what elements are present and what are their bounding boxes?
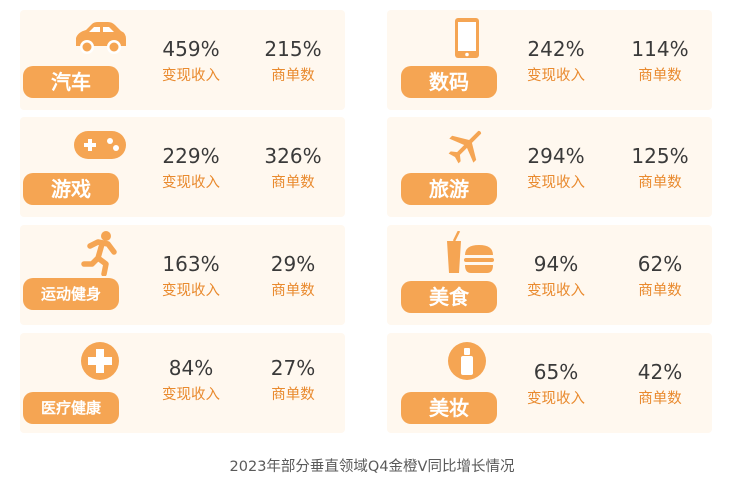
food-drink-icon [435, 227, 499, 279]
revenue-label: 变现收入 [527, 68, 585, 84]
revenue-value: 94% [533, 252, 579, 276]
orders-stat: 62% 商单数 [620, 251, 700, 301]
orders-label: 商单数 [271, 283, 315, 299]
revenue-stat: 163% 变现收入 [151, 251, 231, 301]
orders-label: 商单数 [638, 283, 682, 299]
orders-value: 125% [631, 144, 689, 168]
running-person-icon [68, 227, 132, 279]
category-pill: 医疗健康 [23, 392, 119, 424]
category-card-game: 游戏 229% 变现收入 326% 商单数 [20, 117, 345, 217]
revenue-value: 242% [527, 37, 585, 61]
revenue-label: 变现收入 [162, 283, 220, 299]
category-card-fitness: 运动健身 163% 变现收入 29% 商单数 [20, 225, 345, 325]
orders-label: 商单数 [271, 175, 315, 191]
airplane-icon [435, 119, 499, 171]
revenue-value: 294% [527, 144, 585, 168]
category-pill: 数码 [401, 66, 497, 98]
orders-stat: 326% 商单数 [253, 143, 333, 193]
orders-label: 商单数 [271, 387, 315, 403]
car-icon [68, 12, 132, 64]
orders-value: 29% [270, 252, 316, 276]
orders-value: 114% [631, 37, 689, 61]
revenue-stat: 229% 变现收入 [151, 143, 231, 193]
category-pill: 美妆 [401, 392, 497, 424]
revenue-stat: 94% 变现收入 [516, 251, 596, 301]
orders-value: 42% [637, 360, 683, 384]
category-card-medical: 医疗健康 84% 变现收入 27% 商单数 [20, 333, 345, 433]
orders-stat: 125% 商单数 [620, 143, 700, 193]
revenue-value: 65% [533, 360, 579, 384]
revenue-label: 变现收入 [527, 175, 585, 191]
revenue-value: 229% [162, 144, 220, 168]
cosmetic-bottle-icon [435, 335, 499, 387]
revenue-label: 变现收入 [162, 175, 220, 191]
orders-stat: 27% 商单数 [253, 355, 333, 405]
orders-label: 商单数 [638, 391, 682, 407]
chart-caption: 2023年部分垂直领域Q4金橙V同比增长情况 [229, 459, 515, 475]
revenue-label: 变现收入 [162, 68, 220, 84]
category-pill: 汽车 [23, 66, 119, 98]
orders-stat: 29% 商单数 [253, 251, 333, 301]
gamepad-icon [68, 119, 132, 171]
medical-cross-icon [68, 335, 132, 387]
smartphone-icon [435, 12, 499, 64]
revenue-value: 459% [162, 37, 220, 61]
revenue-stat: 242% 变现收入 [516, 36, 596, 86]
orders-stat: 215% 商单数 [253, 36, 333, 86]
revenue-value: 163% [162, 252, 220, 276]
orders-label: 商单数 [638, 68, 682, 84]
category-card-travel: 旅游 294% 变现收入 125% 商单数 [387, 117, 712, 217]
revenue-stat: 65% 变现收入 [516, 359, 596, 409]
orders-label: 商单数 [638, 175, 682, 191]
revenue-label: 变现收入 [527, 391, 585, 407]
revenue-value: 84% [168, 356, 214, 380]
revenue-label: 变现收入 [527, 283, 585, 299]
revenue-stat: 84% 变现收入 [151, 355, 231, 405]
orders-value: 215% [264, 37, 322, 61]
category-card-car: 汽车 459% 变现收入 215% 商单数 [20, 10, 345, 110]
category-pill: 运动健身 [23, 278, 119, 310]
category-pill: 美食 [401, 281, 497, 313]
category-card-digital: 数码 242% 变现收入 114% 商单数 [387, 10, 712, 110]
category-pill: 旅游 [401, 173, 497, 205]
orders-value: 27% [270, 356, 316, 380]
orders-label: 商单数 [271, 68, 315, 84]
orders-value: 326% [264, 144, 322, 168]
revenue-label: 变现收入 [162, 387, 220, 403]
revenue-stat: 294% 变现收入 [516, 143, 596, 193]
category-card-beauty: 美妆 65% 变现收入 42% 商单数 [387, 333, 712, 433]
category-card-food: 美食 94% 变现收入 62% 商单数 [387, 225, 712, 325]
revenue-stat: 459% 变现收入 [151, 36, 231, 86]
category-pill: 游戏 [23, 173, 119, 205]
orders-value: 62% [637, 252, 683, 276]
orders-stat: 42% 商单数 [620, 359, 700, 409]
orders-stat: 114% 商单数 [620, 36, 700, 86]
